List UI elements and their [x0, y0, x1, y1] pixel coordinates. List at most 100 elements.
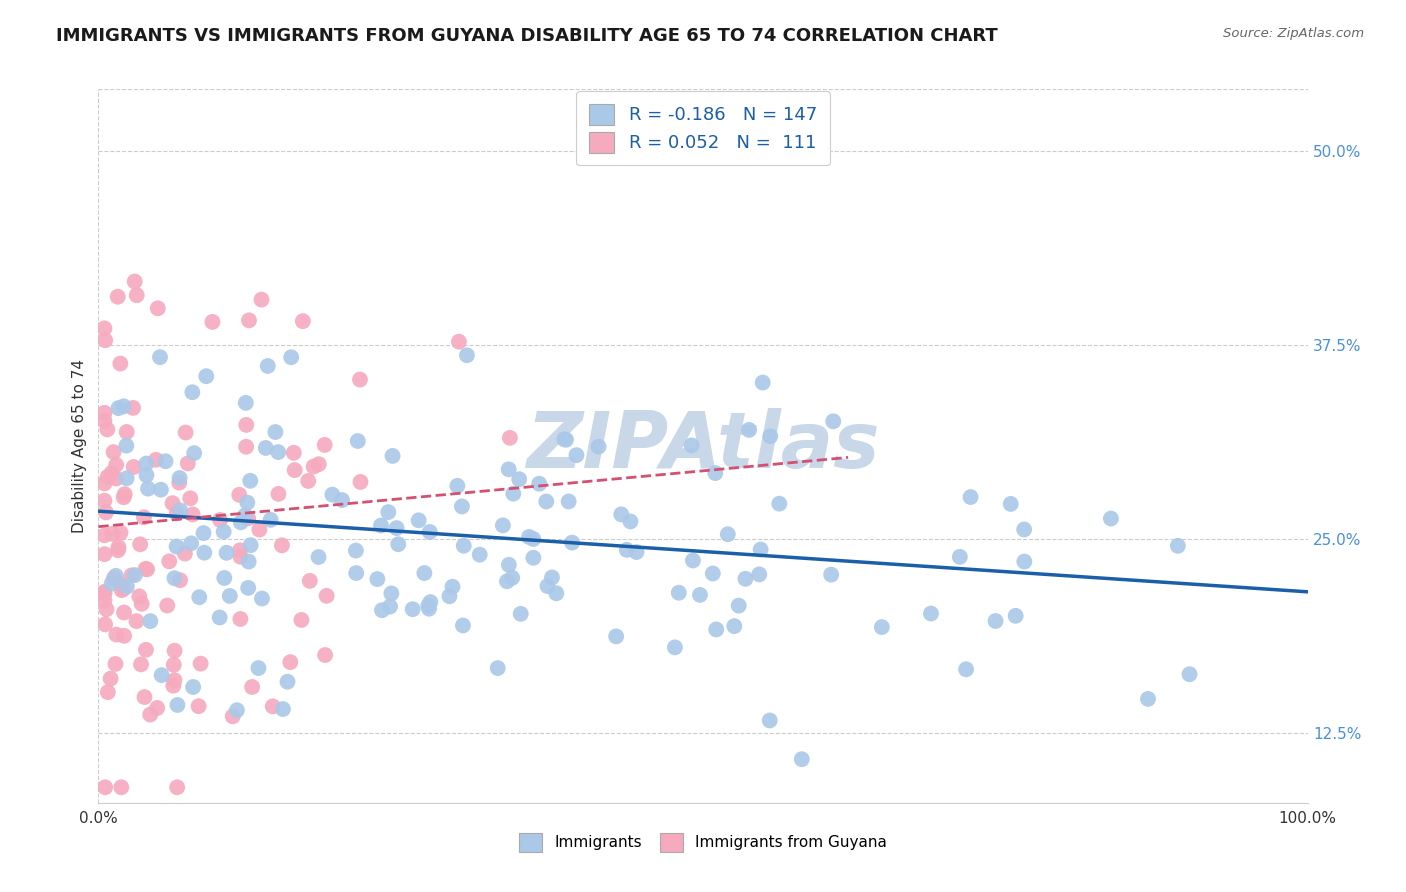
Point: [214, 571, 236, 585]
Point: [486, 661, 509, 675]
Point: [1012, 523, 1035, 537]
Point: [346, 434, 368, 448]
Point: [129, 657, 152, 672]
Text: ZIPAtlas: ZIPAtlas: [526, 408, 880, 484]
Point: [751, 376, 773, 390]
Point: [145, 452, 167, 467]
Point: [668, 586, 690, 600]
Point: [169, 573, 191, 587]
Point: [166, 507, 188, 521]
Point: [93, 406, 115, 420]
Point: [371, 603, 394, 617]
Point: [146, 701, 169, 715]
Point: [195, 369, 218, 384]
Point: [166, 540, 188, 554]
Point: [387, 537, 409, 551]
Point: [181, 508, 204, 522]
Legend: Immigrants, Immigrants from Guyana: Immigrants, Immigrants from Guyana: [512, 825, 894, 859]
Point: [451, 500, 474, 514]
Point: [226, 703, 249, 717]
Point: [131, 597, 153, 611]
Point: [619, 515, 641, 529]
Point: [93, 528, 115, 542]
Point: [1014, 555, 1036, 569]
Point: [499, 431, 522, 445]
Point: [377, 505, 399, 519]
Point: [135, 457, 157, 471]
Point: [501, 571, 523, 585]
Point: [682, 553, 704, 567]
Point: [100, 672, 122, 686]
Point: [93, 593, 115, 607]
Text: Source: ZipAtlas.com: Source: ZipAtlas.com: [1223, 27, 1364, 40]
Point: [156, 599, 179, 613]
Point: [768, 497, 790, 511]
Point: [264, 425, 287, 439]
Point: [229, 516, 252, 530]
Point: [250, 591, 273, 606]
Point: [114, 487, 136, 501]
Point: [174, 547, 197, 561]
Point: [235, 396, 257, 410]
Point: [96, 422, 118, 436]
Point: [240, 680, 263, 694]
Point: [139, 707, 162, 722]
Point: [93, 547, 115, 561]
Point: [1004, 608, 1026, 623]
Point: [104, 569, 127, 583]
Point: [193, 526, 215, 541]
Point: [561, 535, 583, 549]
Point: [93, 321, 115, 335]
Point: [128, 589, 150, 603]
Point: [283, 446, 305, 460]
Point: [101, 526, 124, 541]
Point: [441, 580, 464, 594]
Point: [247, 523, 270, 537]
Point: [105, 627, 128, 641]
Point: [236, 495, 259, 509]
Point: [271, 538, 294, 552]
Point: [508, 472, 530, 486]
Point: [136, 482, 159, 496]
Point: [758, 714, 780, 728]
Point: [468, 548, 491, 562]
Point: [557, 494, 579, 508]
Point: [419, 524, 441, 539]
Point: [229, 612, 252, 626]
Point: [238, 581, 260, 595]
Point: [262, 699, 284, 714]
Point: [555, 433, 578, 447]
Point: [174, 425, 197, 440]
Point: [408, 513, 430, 527]
Point: [94, 333, 117, 347]
Point: [344, 566, 367, 580]
Text: IMMIGRANTS VS IMMIGRANTS FROM GUYANA DISABILITY AGE 65 TO 74 CORRELATION CHART: IMMIGRANTS VS IMMIGRANTS FROM GUYANA DIS…: [56, 27, 998, 45]
Point: [107, 540, 129, 554]
Point: [704, 466, 727, 480]
Point: [110, 525, 132, 540]
Point: [439, 589, 461, 603]
Point: [177, 457, 200, 471]
Point: [150, 668, 173, 682]
Point: [105, 458, 128, 472]
Point: [536, 494, 558, 508]
Point: [984, 614, 1007, 628]
Point: [209, 513, 232, 527]
Point: [201, 315, 224, 329]
Point: [93, 585, 115, 599]
Point: [271, 702, 294, 716]
Point: [238, 313, 260, 327]
Y-axis label: Disability Age 65 to 74: Disability Age 65 to 74: [72, 359, 87, 533]
Point: [626, 545, 648, 559]
Point: [235, 440, 257, 454]
Point: [302, 459, 325, 474]
Point: [163, 644, 186, 658]
Point: [749, 542, 772, 557]
Point: [235, 417, 257, 432]
Point: [136, 562, 159, 576]
Point: [453, 539, 475, 553]
Point: [823, 414, 845, 428]
Point: [238, 555, 260, 569]
Point: [290, 613, 312, 627]
Point: [135, 642, 157, 657]
